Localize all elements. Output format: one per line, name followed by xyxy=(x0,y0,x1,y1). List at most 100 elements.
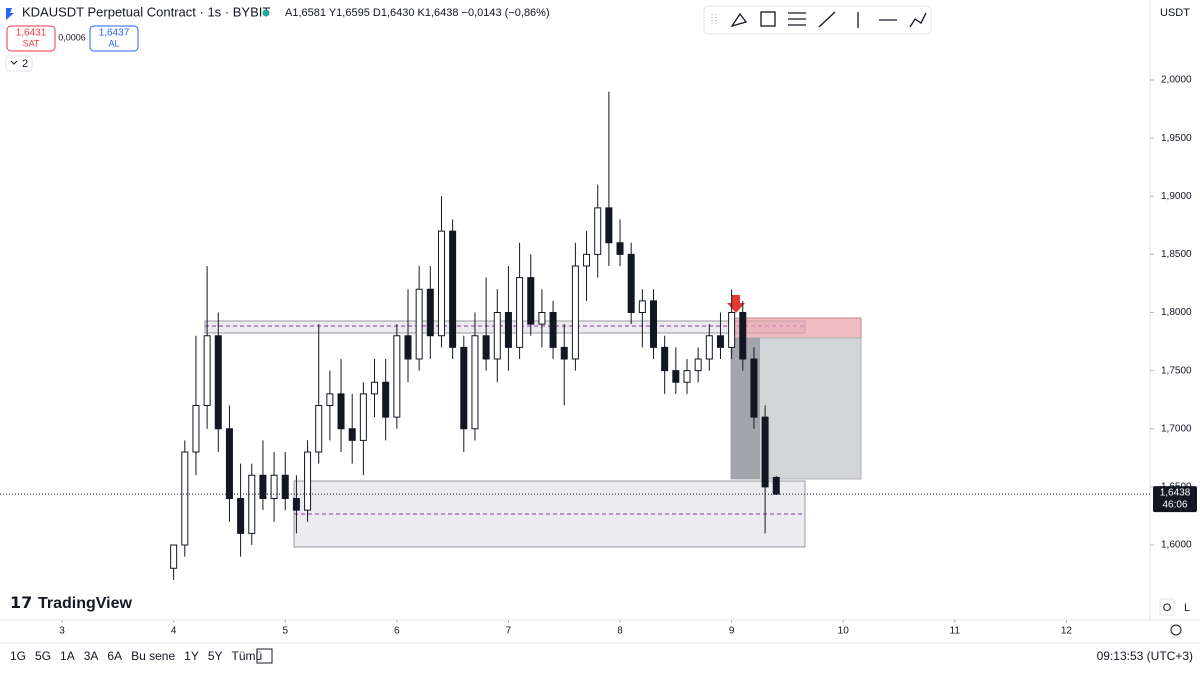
candle-body xyxy=(471,335,479,430)
range-button[interactable]: Tümü xyxy=(232,649,263,663)
candle-body xyxy=(371,381,379,395)
candle-body xyxy=(281,474,289,500)
currency: USDT xyxy=(1160,7,1190,19)
candle-body xyxy=(426,288,434,337)
sell-price: 1,6431 xyxy=(16,28,47,39)
candle-body xyxy=(516,277,524,348)
candle-body xyxy=(270,474,278,500)
candle-body xyxy=(739,311,747,360)
candle-body xyxy=(527,277,535,325)
candle-body xyxy=(214,335,222,430)
range-button[interactable]: 1A xyxy=(60,649,75,663)
logo-mark: 𝟭𝟳 xyxy=(10,595,32,612)
tool-trendline[interactable] xyxy=(818,11,836,28)
candle-body xyxy=(315,405,323,453)
indicator-count: 2 xyxy=(22,58,28,70)
y-tick-label: 2,0000 xyxy=(1161,75,1192,86)
candle-body xyxy=(694,358,702,372)
price-tag xyxy=(1153,486,1197,513)
candle-body xyxy=(304,451,312,511)
l-label: L xyxy=(1184,602,1190,614)
y-tick-label: 1,8000 xyxy=(1161,307,1192,318)
candle-body xyxy=(672,370,680,383)
arrow-down xyxy=(727,295,745,313)
range-button[interactable]: 1Y xyxy=(184,649,199,663)
range-button[interactable]: 1G xyxy=(10,649,26,663)
indicator-toggle[interactable] xyxy=(5,55,33,72)
buy-label: AL xyxy=(108,38,119,48)
x-tick-label: 12 xyxy=(1061,626,1073,637)
candle-body xyxy=(716,335,724,348)
x-tick-label: 6 xyxy=(394,626,400,637)
candle-body xyxy=(750,358,758,418)
clock: 09:13:53 (UTC+3) xyxy=(1097,649,1193,663)
candle-body xyxy=(538,311,546,325)
symbol-title: KDAUSDT Perpetual Contract · 1s · BYBIT xyxy=(22,4,270,19)
x-tick-label: 11 xyxy=(950,626,961,637)
candle-body xyxy=(248,474,256,534)
candle-body xyxy=(292,498,300,511)
price-tag-value: 1,6438 xyxy=(1160,488,1191,499)
range-button[interactable]: 5G xyxy=(35,649,51,663)
o-button[interactable] xyxy=(1159,598,1175,616)
x-tick-label: 4 xyxy=(171,626,177,637)
candle-body xyxy=(627,253,635,313)
logo: TradingView xyxy=(38,595,133,612)
candle-body xyxy=(192,405,200,453)
x-tick-label: 7 xyxy=(506,626,512,637)
x-tick-label: 10 xyxy=(838,626,850,637)
candle-body xyxy=(772,476,780,495)
spread: 0,0006 xyxy=(58,32,86,42)
settings-icon[interactable] xyxy=(1170,624,1182,636)
candle-body xyxy=(382,381,390,418)
y-tick-label: 1,9500 xyxy=(1161,133,1192,144)
range-button[interactable]: 3A xyxy=(84,649,99,663)
candle-body xyxy=(493,311,501,360)
y-tick-label: 1,9000 xyxy=(1161,191,1192,202)
candle-body xyxy=(259,474,267,500)
candle-body xyxy=(225,428,233,500)
x-tick-label: 9 xyxy=(729,626,735,637)
sell-label: SAT xyxy=(23,38,40,48)
candle-body xyxy=(705,335,713,360)
range-button[interactable]: Bu sene xyxy=(131,649,175,663)
y-tick-label: 1,7000 xyxy=(1161,423,1192,434)
candle-body xyxy=(326,393,334,407)
candle-body xyxy=(203,335,211,407)
candle-body xyxy=(661,346,669,372)
y-tick-label: 1,7500 xyxy=(1161,365,1192,376)
y-tick-label: 1,8500 xyxy=(1161,249,1192,260)
candle-body xyxy=(437,230,445,337)
sell-button[interactable] xyxy=(6,25,56,52)
chevron xyxy=(10,60,18,65)
date-range-icon[interactable] xyxy=(256,648,273,664)
candle-body xyxy=(583,253,591,267)
candle-body xyxy=(761,416,769,488)
buy-price: 1,6437 xyxy=(99,28,130,39)
candle-body xyxy=(337,393,345,430)
tool-rectangle[interactable] xyxy=(760,11,776,27)
candle-body xyxy=(571,265,579,360)
countdown: 46:06 xyxy=(1162,500,1187,511)
stop-zone xyxy=(730,317,862,339)
range-button[interactable]: 5Y xyxy=(208,649,223,663)
range-button[interactable]: 6A xyxy=(107,649,122,663)
buy-button[interactable] xyxy=(89,25,139,52)
candle-body xyxy=(170,544,178,569)
candle-body xyxy=(728,311,736,348)
drag-handle[interactable] xyxy=(711,14,717,26)
o-label: O xyxy=(1163,602,1172,614)
candle-body xyxy=(650,300,658,348)
candle-body xyxy=(460,346,468,430)
tool-brush[interactable] xyxy=(730,12,748,28)
candle-body xyxy=(549,311,557,348)
candle-body xyxy=(181,451,189,546)
currency-select[interactable] xyxy=(1156,3,1194,23)
tool-path[interactable] xyxy=(909,12,927,28)
x-tick-label: 8 xyxy=(617,626,623,637)
ohlc-values: A1,6581 Y1,6595 D1,6430 K1,6438 −0,0143 … xyxy=(285,7,550,19)
tool-fib[interactable] xyxy=(788,12,806,26)
candle-body xyxy=(560,346,568,360)
